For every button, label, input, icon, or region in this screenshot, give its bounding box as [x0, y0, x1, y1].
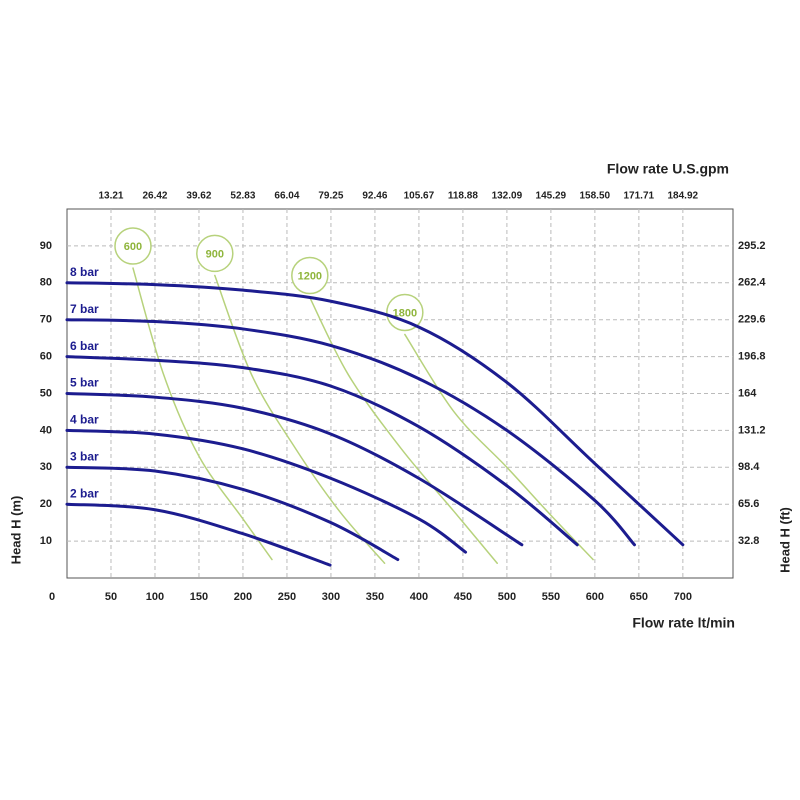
x2-axis-title: Flow rate U.S.gpm	[607, 161, 729, 177]
x2-tick-label: 66.04	[274, 191, 299, 202]
x-tick-label: 300	[322, 591, 340, 603]
x2-tick-label: 105.67	[404, 191, 435, 202]
x2-tick-label: 52.83	[230, 191, 255, 202]
consumption-curve	[309, 296, 498, 564]
y2-tick-label: 262.4	[738, 277, 766, 289]
y2-tick-label: 164	[738, 387, 757, 399]
consumption-label-ring	[196, 234, 234, 273]
pressure-curve	[65, 318, 636, 547]
x-tick-label: 400	[410, 591, 428, 603]
x-tick-label: 200	[234, 591, 252, 603]
x2-tick-label: 145.29	[536, 191, 567, 202]
x-tick-label: 0	[49, 591, 55, 603]
series-label: 7 bar	[70, 302, 99, 316]
consumption-label-ring	[114, 227, 152, 265]
x-tick-label: 700	[674, 591, 692, 603]
x-tick-label: 350	[366, 591, 384, 603]
series-label: 3 bar	[70, 449, 99, 463]
x-tick-label: 50	[105, 591, 117, 603]
x2-tick-label: 158.50	[580, 191, 611, 202]
series-label: 4 bar	[70, 413, 99, 427]
pressure-curve	[65, 392, 524, 547]
x2-tick-label: 132.09	[492, 191, 523, 202]
series-label: 5 bar	[70, 376, 99, 390]
consumption-label: 1800	[393, 307, 417, 319]
y-tick-label: 20	[40, 498, 52, 510]
x-tick-label: 500	[498, 591, 516, 603]
y-tick-label: 60	[40, 351, 52, 363]
y-axis-title: Head H (m)	[8, 496, 23, 565]
consumption-curve	[404, 333, 594, 561]
y-tick-label: 70	[40, 314, 52, 326]
consumption-label: 900	[206, 248, 224, 260]
pressure-curve	[65, 428, 468, 554]
y2-tick-label: 229.6	[738, 314, 766, 326]
consumption-label: 600	[124, 241, 142, 253]
pressure-curve	[65, 281, 685, 547]
y2-tick-label: 196.8	[738, 351, 766, 363]
x2-tick-label: 92.46	[362, 191, 387, 202]
consumption-label-ring	[386, 293, 424, 332]
x2-tick-label: 79.25	[318, 191, 343, 202]
consumption-curve	[214, 274, 386, 564]
series-label: 6 bar	[70, 339, 99, 353]
x2-tick-label: 13.21	[98, 191, 123, 202]
y-tick-label: 30	[40, 461, 52, 473]
x-tick-label: 650	[630, 591, 648, 603]
x2-tick-label: 171.71	[623, 191, 654, 202]
x-tick-label: 100	[146, 591, 164, 603]
x-tick-label: 150	[190, 591, 208, 603]
x-tick-label: 250	[278, 591, 296, 603]
x2-tick-label: 39.62	[186, 191, 211, 202]
x-tick-label: 450	[454, 591, 472, 603]
series-label: 2 bar	[70, 486, 99, 500]
pressure-curve	[65, 502, 332, 567]
y2-tick-label: 65.6	[738, 498, 759, 510]
y2-axis-title: Head H (ft)	[777, 507, 792, 573]
x2-tick-label: 118.88	[448, 191, 478, 202]
y-tick-label: 50	[40, 387, 52, 399]
x-tick-label: 550	[542, 591, 560, 603]
x2-tick-label: 26.42	[142, 191, 167, 202]
y-tick-label: 80	[40, 277, 52, 289]
y2-tick-label: 295.2	[738, 240, 766, 252]
series-label: 8 bar	[70, 265, 99, 279]
consumption-label: 1200	[298, 270, 322, 282]
x-axis-title: Flow rate lt/min	[632, 615, 735, 631]
y2-tick-label: 131.2	[738, 424, 766, 436]
pressure-curve	[65, 465, 400, 562]
y2-tick-label: 32.8	[738, 535, 759, 547]
y-tick-label: 90	[40, 240, 52, 252]
consumption-label-ring	[291, 256, 329, 295]
x-tick-label: 600	[586, 591, 604, 603]
y-tick-label: 40	[40, 424, 52, 436]
x2-tick-label: 184.92	[667, 191, 698, 202]
y2-tick-label: 98.4	[738, 461, 760, 473]
consumption-curve	[132, 267, 273, 561]
y-tick-label: 10	[40, 535, 52, 547]
pressure-curve	[65, 355, 579, 547]
